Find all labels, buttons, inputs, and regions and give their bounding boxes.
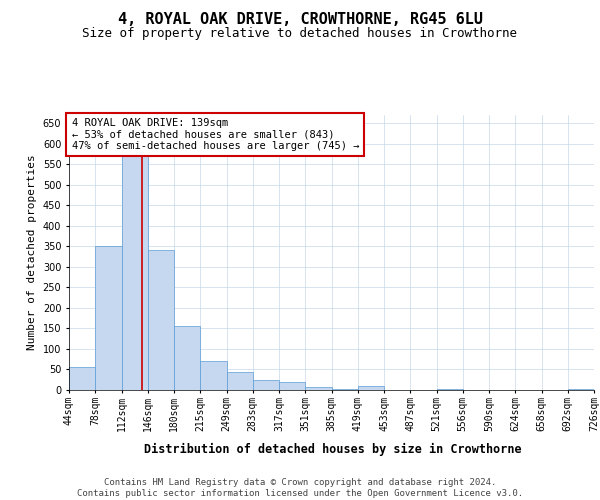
Bar [148,250,174,390]
Bar [95,246,121,390]
Text: Size of property relative to detached houses in Crowthorne: Size of property relative to detached ho… [83,28,517,40]
Text: 4, ROYAL OAK DRIVE, CROWTHORNE, RG45 6LU: 4, ROYAL OAK DRIVE, CROWTHORNE, RG45 6LU [118,12,482,28]
Bar [253,380,279,390]
Bar [279,382,305,390]
Bar [331,389,358,390]
Text: 4 ROYAL OAK DRIVE: 139sqm
← 53% of detached houses are smaller (843)
47% of semi: 4 ROYAL OAK DRIVE: 139sqm ← 53% of detac… [71,118,359,151]
Bar [121,134,148,390]
Bar [305,387,331,390]
Bar [174,326,200,390]
Bar [200,362,227,390]
Bar [358,386,384,390]
Bar [227,372,253,390]
Bar [568,389,594,390]
Y-axis label: Number of detached properties: Number of detached properties [27,154,37,350]
Bar [437,389,463,390]
Bar [69,368,95,390]
Text: Contains HM Land Registry data © Crown copyright and database right 2024.
Contai: Contains HM Land Registry data © Crown c… [77,478,523,498]
Text: Distribution of detached houses by size in Crowthorne: Distribution of detached houses by size … [144,442,522,456]
